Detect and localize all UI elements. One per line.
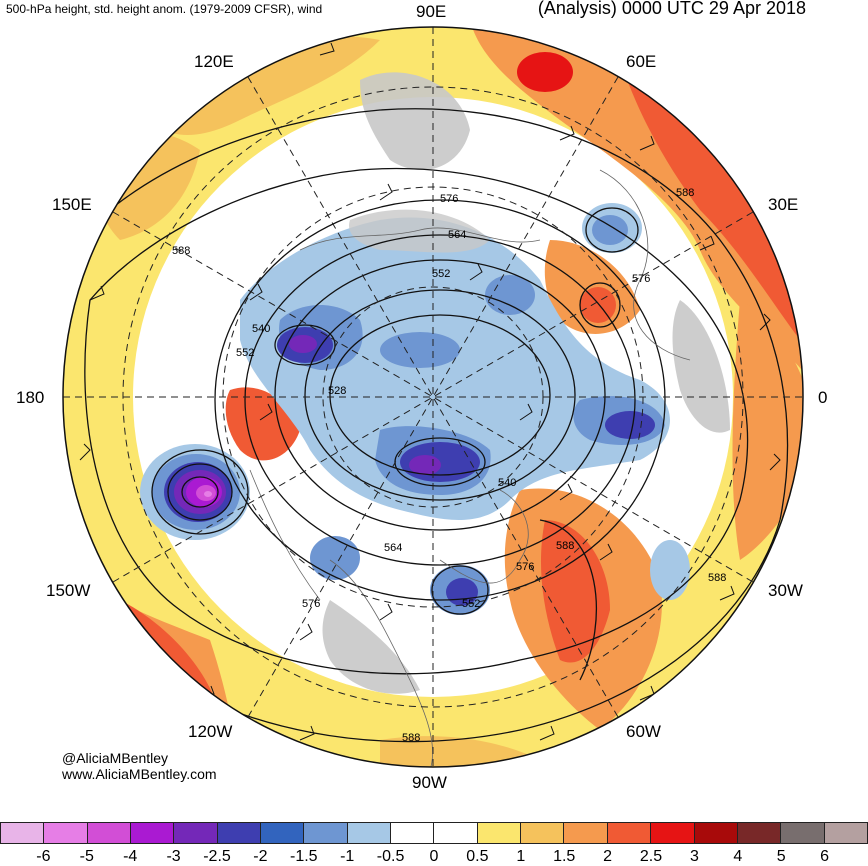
colorbar-tick-label: -3 [166, 848, 181, 865]
colorbar-tick-label: -6 [36, 848, 51, 865]
lon-label-90w: 90W [412, 773, 447, 792]
contour-label: 528 [328, 385, 346, 397]
colorbar-tick-label: -4 [123, 848, 138, 865]
colorbar-tick-label: -2 [253, 848, 268, 865]
credit-handle: @AliciaMBentley [62, 750, 169, 766]
lon-label-150e: 150E [52, 195, 92, 214]
colorbar-swatch [607, 822, 652, 844]
contour-label: 576 [302, 598, 320, 610]
colorbar-swatch [781, 822, 825, 844]
contour-label: 576 [632, 273, 650, 285]
colorbar-swatch [564, 822, 608, 844]
colorbar-swatch [217, 822, 262, 844]
colorbar-tick-label: 2 [603, 848, 613, 865]
colorbar-tick-label: 2.5 [639, 848, 663, 865]
colorbar-tick-label: -1.5 [290, 848, 318, 865]
colorbar-swatch [824, 822, 868, 844]
contour-labels: 576 564 552 540 552 528 588 588 576 540 … [172, 187, 726, 744]
colorbar-tick-label: -5 [79, 848, 94, 865]
lon-label-0: 0 [818, 388, 828, 407]
colorbar-swatch [434, 822, 478, 844]
contour-label: 540 [498, 477, 516, 489]
lon-label-60w: 60W [626, 722, 661, 741]
credit-site: www.AliciaMBentley.com [62, 766, 217, 782]
colorbar-tick-label: -1 [340, 848, 355, 865]
colorbar-swatch [651, 822, 695, 844]
contour-label: 588 [556, 540, 574, 552]
colorbar-swatch [737, 822, 782, 844]
colorbar-tick-label: -2.5 [203, 848, 231, 865]
colorbar-tick-label: 0 [429, 848, 439, 865]
colorbar-tick-label: 0.5 [466, 848, 489, 865]
lon-label-30w: 30W [768, 581, 803, 600]
lon-label-120w: 120W [188, 722, 233, 741]
analysis-time: (Analysis) 0000 UTC 29 Apr 2018 [537, 0, 806, 18]
colorbar-swatch [521, 822, 565, 844]
contour-label: 564 [448, 229, 466, 241]
colorbar-swatch [174, 822, 218, 844]
map-title: 500-hPa height, std. height anom. (1979-… [6, 2, 323, 16]
colorbar [0, 822, 868, 844]
contour-label: 576 [516, 561, 534, 573]
contour-label: 564 [384, 542, 402, 554]
colorbar-swatch [44, 822, 88, 844]
anomaly-trough-polar [240, 217, 670, 520]
polar-map: 576 564 552 540 552 528 588 588 576 540 … [62, 26, 804, 768]
contour-label: 552 [432, 268, 450, 280]
contour-label: 552 [462, 598, 480, 610]
colorbar-tick-label: 1.5 [553, 848, 576, 865]
colorbar-swatch [304, 822, 348, 844]
colorbar-swatch [131, 822, 175, 844]
graticule [63, 27, 803, 767]
colorbar-tick-label: 4 [733, 848, 743, 865]
contour-label: 552 [236, 347, 254, 359]
colorbar-tick-label: 3 [689, 848, 699, 865]
colorbar-tick-label: 5 [776, 848, 786, 865]
lon-label-180: 180 [16, 388, 45, 407]
contour-label: 588 [676, 187, 694, 199]
colorbar-ticks: -6 -5 -4 -3 -2.5 -2 -1.5 -1 -0.5 0 0.5 1 1.5 2 2.5 3 4 5 6 [0, 848, 868, 865]
lon-label-150w: 150W [46, 581, 91, 600]
colorbar-tick-label: -0.5 [376, 848, 405, 865]
map-boundary [62, 26, 804, 768]
lon-label-60e: 60E [626, 52, 657, 71]
contour-label: 588 [402, 732, 420, 744]
colorbar-tick-label: 6 [820, 848, 830, 865]
colorbar-swatch [391, 822, 435, 844]
colorbar-swatch [261, 822, 305, 844]
colorbar-swatch [87, 822, 132, 844]
colorbar-swatch [0, 822, 45, 844]
contour-label: 540 [252, 323, 270, 335]
colorbar-swatch [694, 822, 738, 844]
contour-label: 576 [440, 193, 458, 205]
colorbar-swatch [347, 822, 392, 844]
contour-label: 588 [172, 245, 190, 257]
colorbar-swatch [477, 822, 522, 844]
colorbar-tick-label: 1 [516, 848, 526, 865]
contour-label: 588 [708, 572, 726, 584]
lon-label-90e: 90E [416, 2, 447, 21]
lon-label-120e: 120E [194, 52, 234, 71]
lon-label-30e: 30E [768, 195, 799, 214]
